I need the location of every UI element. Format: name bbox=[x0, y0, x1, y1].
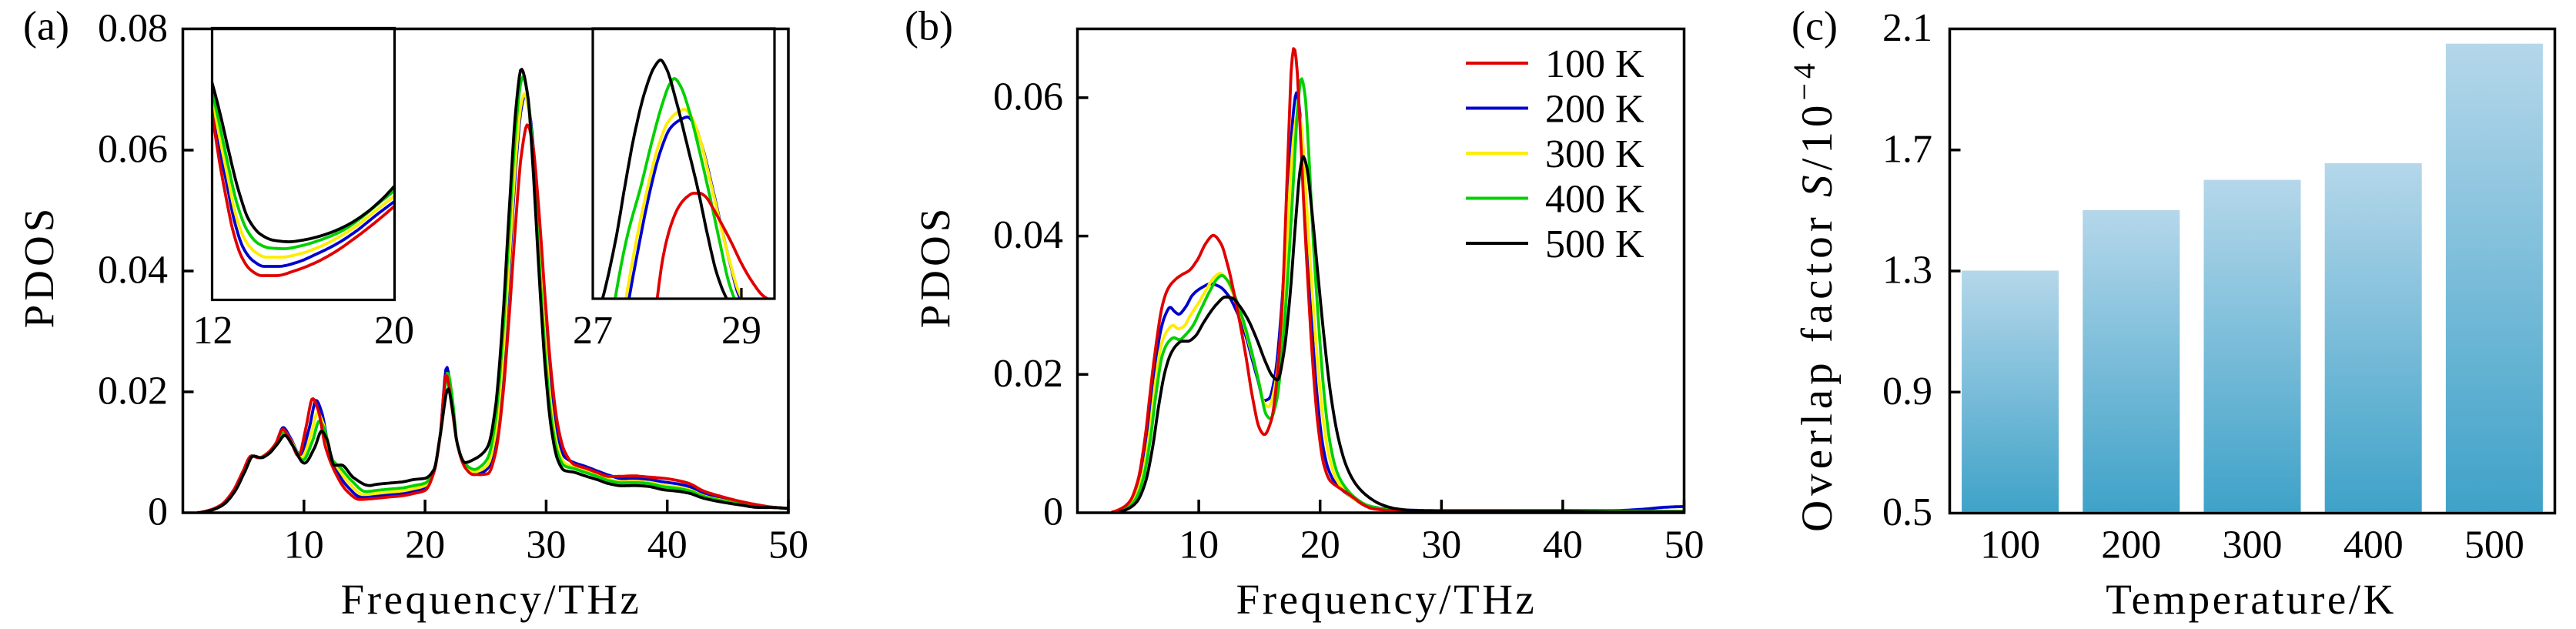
svg-text:200: 200 bbox=[2101, 524, 2161, 567]
svg-text:100 K: 100 K bbox=[1545, 42, 1644, 86]
svg-text:0: 0 bbox=[148, 490, 168, 534]
svg-text:0.06: 0.06 bbox=[993, 75, 1063, 119]
svg-text:1.3: 1.3 bbox=[1882, 249, 1932, 293]
svg-text:40: 40 bbox=[1543, 524, 1583, 567]
svg-text:30: 30 bbox=[1421, 524, 1461, 567]
svg-text:10: 10 bbox=[284, 524, 324, 567]
svg-text:20: 20 bbox=[1300, 524, 1340, 567]
svg-text:100: 100 bbox=[1980, 524, 2040, 567]
svg-text:(c): (c) bbox=[1791, 3, 1838, 49]
svg-text:20: 20 bbox=[374, 309, 414, 353]
svg-text:(b): (b) bbox=[905, 3, 953, 49]
svg-text:27: 27 bbox=[573, 309, 613, 353]
svg-text:29: 29 bbox=[721, 309, 761, 353]
svg-text:400 K: 400 K bbox=[1545, 178, 1644, 222]
svg-text:Temperature/K: Temperature/K bbox=[2106, 576, 2397, 623]
svg-text:Frequency/THz: Frequency/THz bbox=[1236, 576, 1537, 623]
svg-text:400: 400 bbox=[2343, 524, 2404, 567]
svg-text:500 K: 500 K bbox=[1545, 222, 1644, 266]
svg-text:2.1: 2.1 bbox=[1882, 6, 1932, 50]
svg-text:20: 20 bbox=[405, 524, 445, 567]
svg-text:10: 10 bbox=[1179, 524, 1219, 567]
svg-text:0.5: 0.5 bbox=[1882, 490, 1932, 534]
svg-text:(a): (a) bbox=[23, 3, 69, 49]
svg-text:0.9: 0.9 bbox=[1882, 370, 1932, 413]
svg-text:300 K: 300 K bbox=[1545, 132, 1644, 176]
svg-text:Frequency/THz: Frequency/THz bbox=[341, 576, 642, 623]
svg-text:0: 0 bbox=[1043, 490, 1063, 534]
svg-text:0.04: 0.04 bbox=[98, 249, 168, 293]
svg-text:12: 12 bbox=[193, 309, 233, 353]
svg-text:40: 40 bbox=[647, 524, 687, 567]
svg-text:0.06: 0.06 bbox=[98, 128, 168, 172]
svg-text:50: 50 bbox=[1664, 524, 1705, 567]
svg-text:500: 500 bbox=[2464, 524, 2524, 567]
svg-text:Overlap factor S/10−4: Overlap factor S/10−4 bbox=[1787, 59, 1842, 532]
svg-text:PDOS: PDOS bbox=[912, 205, 958, 329]
svg-text:300: 300 bbox=[2223, 524, 2283, 567]
svg-text:50: 50 bbox=[768, 524, 808, 567]
svg-text:0.02: 0.02 bbox=[993, 352, 1063, 396]
svg-text:0.04: 0.04 bbox=[993, 213, 1063, 257]
svg-text:30: 30 bbox=[526, 524, 566, 567]
svg-text:PDOS: PDOS bbox=[15, 205, 62, 329]
svg-text:200 K: 200 K bbox=[1545, 88, 1644, 132]
svg-text:0.02: 0.02 bbox=[98, 370, 168, 413]
svg-text:1.7: 1.7 bbox=[1882, 127, 1932, 171]
svg-text:0.08: 0.08 bbox=[98, 7, 168, 51]
